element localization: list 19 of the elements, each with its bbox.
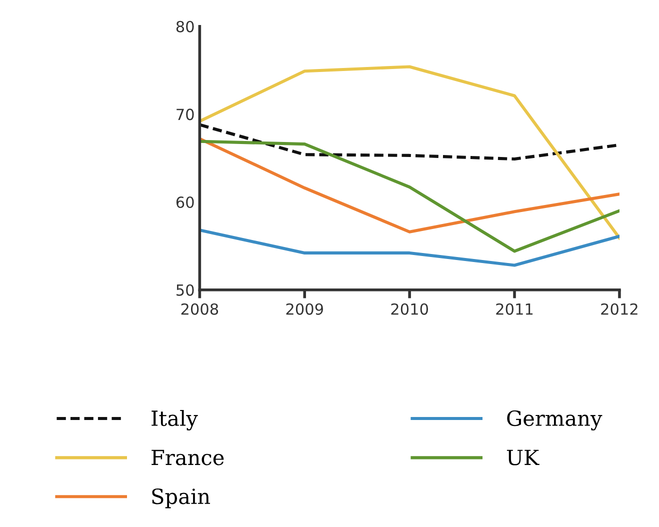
line-series xyxy=(200,228,620,267)
x-tick-label: 2011 xyxy=(496,303,533,315)
y-tick-label: 70 xyxy=(176,108,194,120)
y-tick-label: 60 xyxy=(176,196,194,208)
x-tick-label: 2012 xyxy=(601,303,638,315)
legend-label: UK xyxy=(506,450,540,466)
y-tick-label: 50 xyxy=(176,284,194,296)
legend-label: France xyxy=(152,450,224,466)
x-tick-label: 2010 xyxy=(391,303,428,315)
x-tick-label: 2008 xyxy=(181,303,218,315)
legend-label: Italy xyxy=(152,410,198,430)
y-tick-label: 80 xyxy=(176,20,194,32)
legend-label: Germany xyxy=(507,410,602,430)
line-series xyxy=(200,65,620,240)
line-series xyxy=(200,137,620,234)
x-tick-label: 2009 xyxy=(286,303,323,315)
line-series xyxy=(200,123,620,161)
line-series xyxy=(200,140,620,253)
legend-label: Spain xyxy=(152,488,210,508)
